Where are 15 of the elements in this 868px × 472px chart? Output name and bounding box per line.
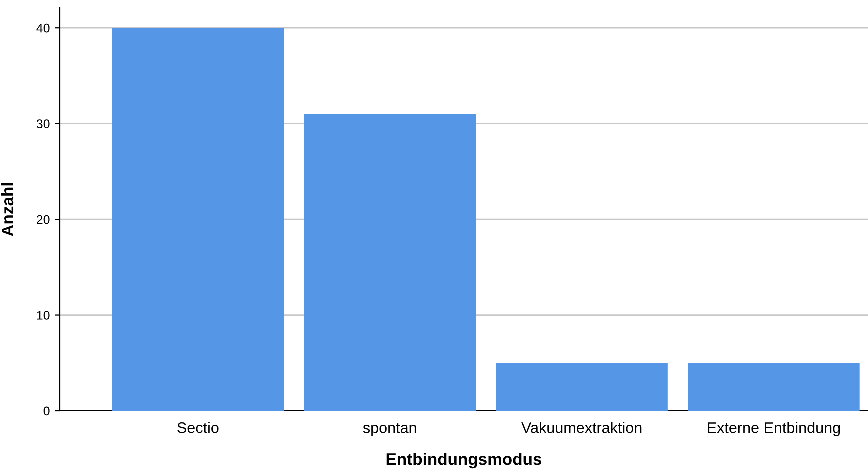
y-tick-label: 40	[36, 24, 50, 33]
y-tick-label: 10	[37, 311, 50, 320]
x-tick-label: Vakuumextraktion	[522, 422, 642, 434]
x-tick-label: Externe Entbindung	[708, 422, 840, 436]
bar	[304, 114, 476, 411]
y-tick-label: 20	[37, 215, 50, 224]
x-axis-title: Entbindungsmodus	[386, 453, 542, 469]
y-tick-label: 0	[44, 406, 50, 416]
bar	[112, 28, 284, 411]
x-tick-label: Sectio	[178, 422, 219, 434]
bar	[496, 363, 668, 411]
y-tick-label: 30	[36, 120, 50, 128]
x-tick-label: spontan	[363, 423, 416, 436]
y-axis-title: Anzahl	[1, 183, 14, 236]
bar	[688, 363, 860, 411]
